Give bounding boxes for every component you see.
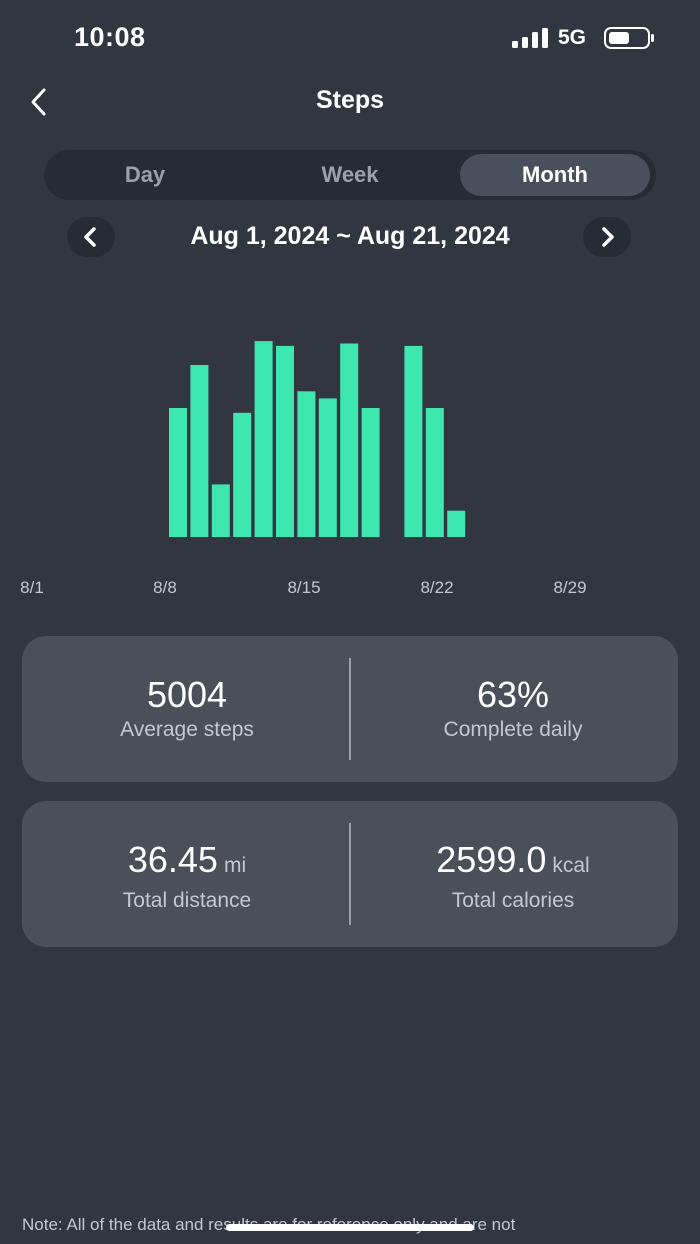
chevron-left-icon: [84, 227, 96, 247]
signal-icon: [512, 28, 548, 48]
total-calories-stat: 2599.0 kcal Total calories: [348, 839, 678, 915]
chart-bar-day-19: [404, 345, 423, 537]
summary-card-distance: 36.45 mi Total distance 2599.0 kcal Total …: [22, 801, 678, 947]
tab-month[interactable]: Month: [460, 154, 650, 196]
average-steps-value: 5004: [146, 674, 228, 715]
card-divider: [349, 823, 351, 925]
total-distance-label: Total distance: [122, 889, 252, 912]
complete-daily-label: Complete daily: [443, 718, 583, 741]
battery-icon: [604, 27, 654, 49]
previous-period-button[interactable]: [67, 217, 115, 257]
steps-bar-chart: 8/1 8/8 8/15 8/22 8/29: [20, 341, 587, 597]
page-title: Steps: [315, 86, 385, 114]
chart-bar-day-13: [276, 345, 294, 537]
chart-bar-day-17: [361, 408, 380, 537]
x-tick-label: 8/29: [553, 578, 586, 597]
chevron-right-icon: [602, 227, 614, 247]
status-time: 10:08: [74, 22, 146, 52]
chart-bar-day-21: [447, 510, 466, 537]
chevron-left-icon: [31, 88, 46, 116]
chart-bar-day-20: [425, 408, 444, 537]
period-tabs: Day Week Month: [44, 150, 656, 200]
chart-bar-day-11: [233, 412, 252, 537]
complete-daily-value: 63%: [476, 674, 550, 715]
x-tick-label: 8/15: [287, 578, 320, 597]
total-distance-stat: 36.45 mi Total distance: [22, 839, 352, 915]
chart-bar-day-8: [169, 408, 187, 537]
total-calories-label: Total calories: [451, 889, 575, 912]
back-button[interactable]: [20, 80, 64, 124]
x-tick-label: 8/8: [153, 578, 177, 597]
x-tick-label: 8/22: [420, 578, 453, 597]
steps-chart: 8/1 8/8 8/15 8/22 8/29: [0, 320, 700, 610]
total-calories-value-row: 2599.0 kcal: [348, 839, 678, 887]
total-calories-value: 2599.0: [436, 839, 547, 880]
chart-bar-day-16: [340, 343, 359, 537]
total-calories-unit: kcal: [552, 854, 590, 877]
tab-day[interactable]: Day: [124, 162, 166, 187]
home-indicator: [226, 1224, 474, 1231]
total-distance-unit: mi: [223, 854, 247, 877]
average-steps-stat: 5004 Average steps: [22, 674, 352, 744]
chart-bar-day-9: [190, 365, 209, 537]
x-tick-label: 8/1: [20, 578, 44, 597]
tab-week[interactable]: Week: [321, 162, 379, 187]
chart-bar-day-15: [318, 398, 337, 537]
complete-daily-stat: 63% Complete daily: [348, 674, 678, 744]
chart-bar-day-12: [254, 341, 273, 537]
date-range: Aug 1, 2024 ~ Aug 21, 2024: [190, 222, 510, 250]
status-bar: 10:08 5G: [0, 0, 700, 78]
next-period-button[interactable]: [583, 217, 631, 257]
chart-bar-day-10: [211, 484, 230, 537]
network-label: 5G: [558, 26, 587, 49]
average-steps-label: Average steps: [120, 718, 254, 741]
chart-bar-day-14: [297, 391, 316, 537]
total-distance-value: 36.45: [127, 839, 218, 880]
card-divider: [349, 658, 351, 760]
summary-card-steps: 5004 Average steps 63% Complete daily: [22, 636, 678, 782]
total-distance-value-row: 36.45 mi: [22, 839, 352, 887]
